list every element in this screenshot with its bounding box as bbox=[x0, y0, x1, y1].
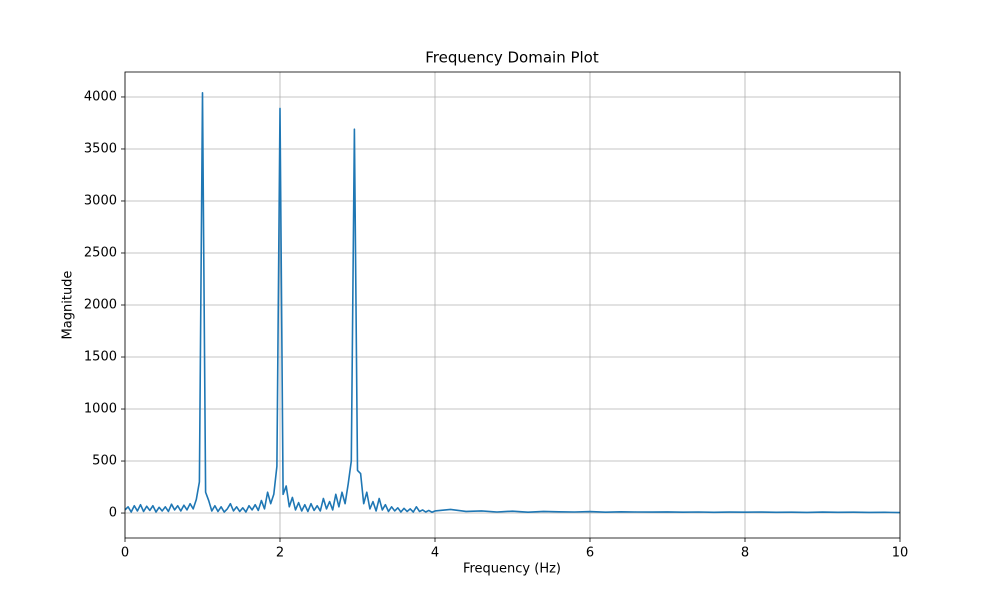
data-line bbox=[124, 92, 901, 514]
y-tick-label: 2500 bbox=[84, 245, 117, 260]
y-tick-label: 0 bbox=[109, 506, 117, 521]
plot-frame bbox=[124, 71, 901, 539]
x-tick-label: 10 bbox=[892, 546, 909, 561]
x-tick-label: 6 bbox=[586, 546, 594, 561]
y-tick-label: 500 bbox=[92, 454, 117, 469]
x-tick-label: 4 bbox=[431, 546, 439, 561]
chart-title: Frequency Domain Plot bbox=[425, 49, 599, 67]
y-tick-label: 3000 bbox=[84, 193, 117, 208]
x-tick-label: 8 bbox=[741, 546, 749, 561]
x-tick-label: 2 bbox=[276, 546, 284, 561]
y-tick-label: 1500 bbox=[84, 350, 117, 365]
x-tick-label: 0 bbox=[121, 546, 129, 561]
y-axis-label: Magnitude bbox=[61, 271, 76, 340]
y-tick-label: 1000 bbox=[84, 402, 117, 417]
y-tick-label: 2000 bbox=[84, 298, 117, 313]
y-tick-label: 4000 bbox=[84, 89, 117, 104]
y-tick-label: 3500 bbox=[84, 141, 117, 156]
x-axis-label: Frequency (Hz) bbox=[463, 562, 561, 577]
